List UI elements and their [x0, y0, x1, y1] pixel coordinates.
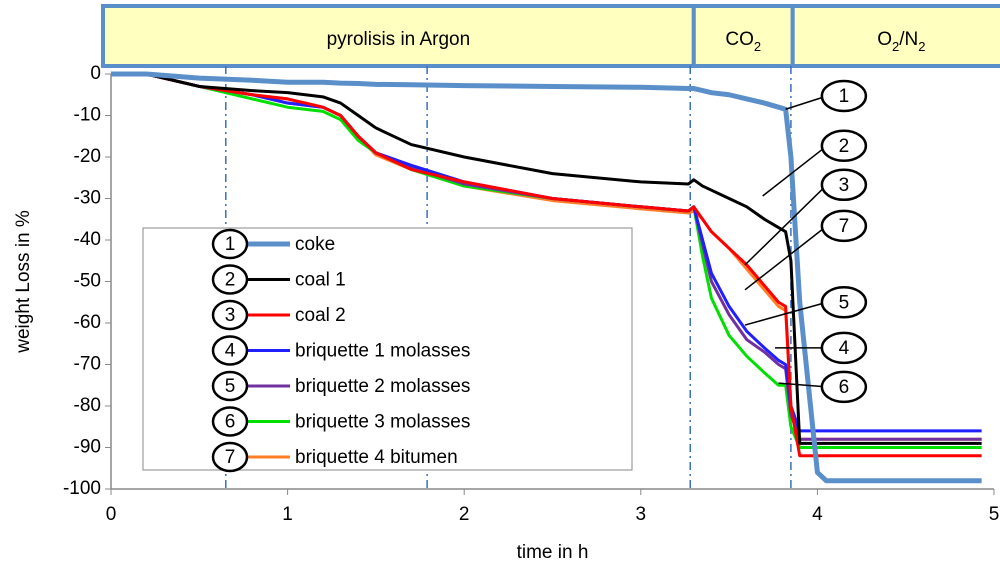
legend-label: coal 1 — [295, 270, 346, 291]
series-line — [111, 72, 982, 458]
phase-label: pyrolisis in Argon — [327, 29, 471, 50]
legend-number: 3 — [225, 305, 236, 326]
y-tick-label: -40 — [74, 229, 101, 250]
legend-label: briquette 1 molasses — [295, 341, 470, 362]
annotation-label: 5 — [839, 292, 850, 313]
legend-number-circle — [211, 406, 249, 437]
legend-number-circle — [211, 335, 249, 366]
legend-number: 6 — [225, 412, 236, 433]
y-tick-label: -70 — [74, 354, 101, 375]
phase-box — [790, 4, 1000, 68]
annotation-leader — [778, 382, 827, 388]
x-tick-label: 2 — [459, 504, 470, 525]
legend-label: coke — [295, 234, 335, 255]
legend-number: 4 — [225, 341, 236, 362]
phase-box — [101, 4, 696, 68]
annotation-label: 4 — [839, 338, 850, 359]
legend: 1 coke 2 coal 1 3 coal 2 4 briquette 1 molasses… — [142, 227, 633, 473]
y-tick-label: -80 — [74, 395, 101, 416]
annotation-circle — [820, 168, 868, 202]
x-tick-label: 3 — [636, 504, 647, 525]
legend-number-circle — [211, 370, 249, 402]
annotation-circle — [820, 79, 868, 113]
x-tick-label: 0 — [106, 504, 117, 525]
annotation-label: 6 — [839, 377, 850, 398]
legend-label: coal 2 — [295, 305, 346, 326]
annotation-circle — [820, 129, 868, 163]
y-tick-label: -100 — [63, 478, 101, 499]
legend-number: 7 — [225, 447, 236, 468]
legend-number-circle — [211, 441, 249, 473]
y-tick-label: -20 — [74, 146, 101, 167]
legend-number: 5 — [225, 376, 236, 397]
phase-label-part: pyrolisis in Argon — [327, 29, 471, 50]
phase-label: O2/N2 — [877, 29, 925, 54]
y-tick-label: -50 — [74, 271, 101, 292]
annotation-circle — [820, 286, 868, 319]
phase-label-part: O — [877, 29, 892, 50]
phase-box — [691, 4, 795, 68]
legend-number-circle — [211, 299, 249, 331]
legend-label: briquette 4 bitumen — [295, 447, 458, 468]
phase-label-part: 2 — [754, 39, 761, 54]
x-tick-label: 1 — [282, 504, 293, 525]
y-tick-label: -10 — [74, 105, 101, 126]
annotation-circle — [820, 370, 868, 404]
annotation-label: 3 — [839, 175, 850, 196]
legend-number-circle — [211, 264, 249, 295]
series-line — [111, 71, 982, 484]
phase-label-part: 2 — [918, 39, 925, 54]
annotation-label: 1 — [839, 86, 850, 107]
phase-label-part: /N — [899, 29, 918, 50]
y-tick-label: 0 — [90, 63, 101, 84]
y-axis-label: weight Loss in % — [13, 210, 34, 354]
annotation-leader — [785, 95, 828, 110]
legend-label: briquette 3 molasses — [295, 412, 470, 433]
series-line — [111, 72, 982, 445]
annotation-circle — [820, 331, 868, 365]
x-axis-label: time in h — [517, 542, 589, 563]
phase-label-part: CO — [725, 29, 754, 50]
phase-label-part: 2 — [892, 39, 899, 54]
y-tick-label: -90 — [74, 437, 101, 458]
legend-label: briquette 2 molasses — [295, 376, 470, 397]
annotation-label: 2 — [839, 136, 850, 157]
y-tick-label: -30 — [74, 188, 101, 209]
annotation-leader — [744, 184, 828, 266]
annotation-leader — [762, 145, 828, 197]
annotation-label: 7 — [839, 216, 850, 237]
annotation-leader — [744, 225, 828, 291]
x-tick-label: 4 — [812, 504, 823, 525]
phase-label: CO2 — [725, 29, 761, 54]
annotation-circle — [820, 209, 868, 243]
annotation-leader — [744, 301, 828, 326]
legend-number: 2 — [225, 270, 236, 291]
x-tick-label: 5 — [989, 504, 1000, 525]
legend-number: 1 — [225, 234, 236, 255]
legend-number-circle — [211, 228, 249, 260]
y-tick-label: -60 — [74, 312, 101, 333]
